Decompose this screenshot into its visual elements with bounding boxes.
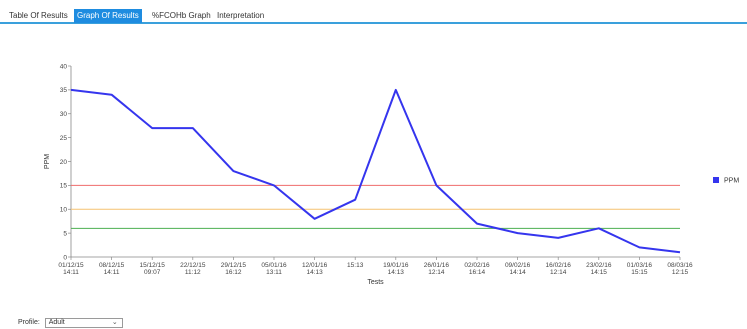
x-tick-label: 22/12/15 bbox=[180, 262, 206, 269]
x-tick-label: 01/03/16 bbox=[627, 262, 653, 269]
x-tick-label: 05/01/16 bbox=[261, 262, 287, 269]
tab-interpretation[interactable]: Interpretation bbox=[217, 11, 265, 20]
x-tick-label: 12/01/16 bbox=[302, 262, 328, 269]
x-tick-label: 02/02/16 bbox=[464, 262, 490, 269]
x-tick-label: 14:14 bbox=[509, 269, 526, 276]
profile-select[interactable]: Adult ⌄ bbox=[44, 318, 123, 328]
profile-selected-value: Adult bbox=[48, 319, 65, 326]
profile-control: Profile: Adult ⌄ bbox=[18, 318, 123, 328]
x-tick-label: 26/01/16 bbox=[424, 262, 450, 269]
y-axis-label: PPM bbox=[44, 154, 51, 169]
x-tick-label: 14:13 bbox=[388, 269, 405, 276]
x-tick-label: 01/12/15 bbox=[58, 262, 84, 269]
y-tick-label: 0 bbox=[63, 254, 67, 261]
y-tick-label: 30 bbox=[60, 111, 68, 118]
x-tick-label: 29/12/15 bbox=[221, 262, 247, 269]
x-tick-label: 08/12/15 bbox=[99, 262, 125, 269]
tab-table-of-results[interactable]: Table Of Results bbox=[9, 11, 68, 20]
y-tick-label: 15 bbox=[60, 183, 68, 190]
legend-swatch bbox=[713, 177, 719, 183]
x-tick-label: 12:15 bbox=[672, 269, 689, 276]
y-tick-label: 10 bbox=[60, 207, 68, 214]
x-tick-label: 16:12 bbox=[225, 269, 242, 276]
x-tick-label: 19/01/16 bbox=[383, 262, 409, 269]
x-tick-label: 12:14 bbox=[550, 269, 567, 276]
x-tick-label: 11:12 bbox=[185, 269, 201, 276]
tab-bar: Table Of Results Graph Of Results %FCOHb… bbox=[0, 0, 747, 24]
chart-legend: PPM bbox=[713, 177, 739, 185]
x-tick-label: 15/12/15 bbox=[140, 262, 166, 269]
x-tick-label: 14:11 bbox=[104, 269, 120, 276]
x-tick-label: 12:14 bbox=[428, 269, 445, 276]
x-tick-label: 15:13 bbox=[347, 262, 364, 269]
y-tick-label: 20 bbox=[60, 159, 68, 166]
y-tick-label: 5 bbox=[63, 230, 67, 237]
y-tick-label: 35 bbox=[60, 87, 68, 94]
x-tick-label: 14:11 bbox=[63, 269, 79, 276]
x-tick-label: 16:14 bbox=[469, 269, 486, 276]
x-tick-label: 09:07 bbox=[144, 269, 161, 276]
y-tick-label: 40 bbox=[60, 63, 68, 70]
profile-label: Profile: bbox=[18, 319, 40, 326]
x-tick-label: 14:15 bbox=[591, 269, 608, 276]
x-tick-label: 08/03/16 bbox=[667, 262, 693, 269]
ppm-line-chart: 01/12/1514:1108/12/1514:1115/12/1509:072… bbox=[44, 63, 739, 286]
y-tick-label: 25 bbox=[60, 135, 68, 142]
legend-label: PPM bbox=[724, 178, 739, 185]
chevron-down-icon: ⌄ bbox=[111, 319, 118, 326]
x-tick-label: 14:13 bbox=[306, 269, 323, 276]
ppm-series-line bbox=[70, 88, 681, 254]
x-tick-label: 23/02/16 bbox=[586, 262, 612, 269]
x-tick-label: 13:11 bbox=[266, 269, 282, 276]
x-tick-label: 15:15 bbox=[631, 269, 648, 276]
x-tick-label: 09/02/16 bbox=[505, 262, 531, 269]
x-tick-label: 16/02/16 bbox=[546, 262, 572, 269]
x-axis-label: Tests bbox=[367, 279, 384, 286]
tab-fcohb-graph[interactable]: %FCOHb Graph bbox=[152, 11, 211, 20]
tab-graph-of-results[interactable]: Graph Of Results bbox=[74, 9, 142, 23]
